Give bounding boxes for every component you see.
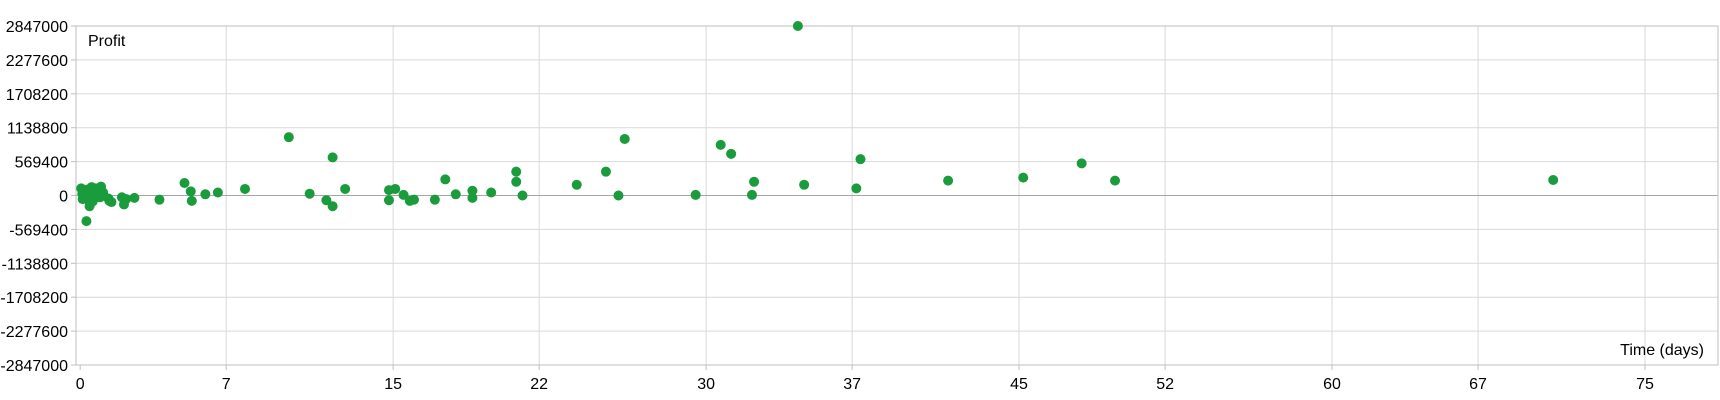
data-point: [106, 197, 117, 208]
data-point: [467, 192, 478, 203]
data-point: [179, 177, 190, 188]
data-point: [715, 139, 726, 150]
data-point: [799, 179, 810, 190]
data-point: [486, 187, 497, 198]
data-point: [239, 183, 250, 194]
data-point: [321, 195, 332, 206]
x-tick-label: 60: [1323, 376, 1341, 393]
data-point: [749, 176, 760, 187]
data-point: [154, 194, 165, 205]
data-point: [429, 194, 440, 205]
y-tick-label: 569400: [15, 155, 68, 172]
x-axis-ticks: 0 7 15 22 30 37 45 52 60 67 75: [76, 365, 1654, 393]
data-point: [450, 189, 461, 200]
x-tick-label: 52: [1156, 376, 1174, 393]
x-tick-label: 37: [843, 376, 861, 393]
data-point: [129, 192, 140, 203]
data-point: [690, 189, 701, 200]
data-point: [200, 189, 211, 200]
y-tick-label: -1708200: [0, 290, 68, 307]
y-axis-ticks: 2847000 2277600 1708200 1138800 569400 0 -5694…: [0, 19, 76, 375]
data-point: [792, 21, 803, 31]
y-tick-label: 2847000: [6, 19, 68, 36]
y-tick-label: -569400: [9, 222, 68, 239]
x-tick-label: 15: [384, 376, 402, 393]
data-point: [390, 183, 401, 194]
y-axis-title: Profit: [88, 33, 126, 50]
y-tick-label: 1138800: [7, 121, 68, 138]
data-point: [327, 152, 338, 163]
data-point: [121, 194, 132, 205]
x-tick-label: 45: [1010, 376, 1028, 393]
data-point: [613, 190, 624, 201]
data-point: [212, 187, 223, 198]
data-point: [746, 189, 757, 200]
x-axis-title: Time (days): [1620, 342, 1704, 359]
data-point: [571, 179, 582, 190]
data-point: [1110, 175, 1121, 186]
y-tick-label: -2847000: [0, 358, 68, 375]
x-tick-label: 7: [222, 376, 231, 393]
data-point: [619, 133, 630, 144]
data-points: [76, 21, 1559, 227]
data-point: [517, 190, 528, 201]
x-tick-label: 30: [697, 376, 715, 393]
x-tick-label: 22: [530, 376, 548, 393]
x-tick-label: 75: [1636, 376, 1654, 393]
y-tick-label: 0: [59, 189, 68, 206]
data-point: [185, 186, 196, 197]
data-point: [726, 148, 737, 159]
data-point: [283, 132, 294, 143]
data-point: [383, 195, 394, 206]
x-tick-label: 67: [1469, 376, 1487, 393]
data-point: [304, 188, 315, 199]
data-point: [1018, 172, 1029, 183]
data-point: [511, 176, 522, 187]
data-point: [398, 189, 409, 200]
data-point: [855, 154, 866, 165]
data-point: [81, 216, 92, 227]
data-point: [1548, 175, 1559, 186]
data-point: [851, 183, 862, 194]
data-point: [511, 166, 522, 177]
data-point: [340, 183, 351, 194]
data-point: [943, 175, 954, 186]
data-point: [440, 174, 451, 185]
data-point: [467, 185, 478, 196]
y-tick-label: 1708200: [6, 87, 68, 104]
data-point: [408, 194, 419, 205]
data-point: [327, 201, 338, 212]
data-point: [186, 195, 197, 206]
data-point: [600, 166, 611, 177]
y-tick-label: -2277600: [0, 324, 68, 341]
x-tick-label: 0: [76, 376, 85, 393]
data-point: [1076, 158, 1087, 169]
y-tick-label: -1138800: [2, 256, 69, 273]
y-tick-label: 2277600: [6, 53, 68, 70]
